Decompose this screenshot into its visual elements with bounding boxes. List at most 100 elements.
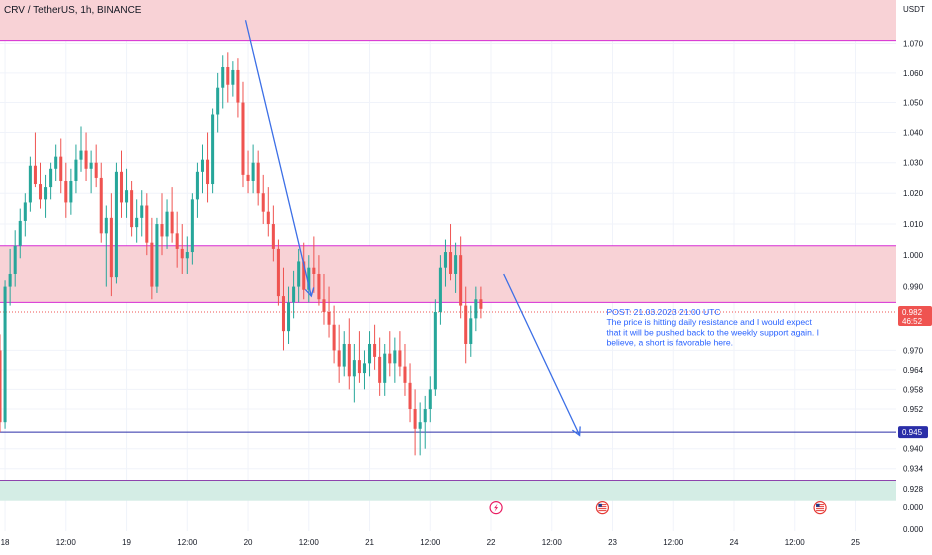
candle-bearish[interactable] <box>388 331 392 377</box>
time-axis[interactable]: 18 12:00 19 12:00 20 12:00 21 12:00 22 12:00 23 12:… <box>1 538 861 547</box>
candle-bullish[interactable] <box>474 286 478 332</box>
candle-bullish[interactable] <box>135 199 139 243</box>
candle-bullish[interactable] <box>307 255 311 303</box>
price-axis[interactable]: 1.070 1.060 1.050 1.040 1.030 1.020 1.010 1.000… <box>898 40 932 534</box>
candle-bullish[interactable] <box>69 168 73 215</box>
candle-bearish[interactable] <box>322 273 326 325</box>
candle-bearish[interactable] <box>302 242 306 300</box>
candle-bullish[interactable] <box>74 144 78 194</box>
candle-bearish[interactable] <box>145 193 149 256</box>
candle-bearish[interactable] <box>59 138 63 194</box>
lightning-icon[interactable] <box>489 501 503 515</box>
candle-bearish[interactable] <box>312 236 316 293</box>
candle-bullish[interactable] <box>18 208 22 259</box>
candle-bearish[interactable] <box>271 205 275 262</box>
candle-bearish[interactable] <box>64 162 68 218</box>
candle-bearish[interactable] <box>109 193 113 297</box>
candle-bearish[interactable] <box>175 211 179 268</box>
candle-bearish[interactable] <box>413 389 417 456</box>
candle-bullish[interactable] <box>393 337 397 383</box>
candle-bearish[interactable] <box>281 267 285 351</box>
candles[interactable] <box>0 52 483 456</box>
candle-bearish[interactable] <box>130 180 134 237</box>
candle-bullish[interactable] <box>221 55 225 109</box>
candle-bearish[interactable] <box>84 132 88 181</box>
candle-bullish[interactable] <box>195 162 199 218</box>
candle-bearish[interactable] <box>241 81 245 188</box>
candle-bearish[interactable] <box>317 255 321 306</box>
candle-bullish[interactable] <box>443 239 447 287</box>
candle-bearish[interactable] <box>449 224 453 281</box>
candle-bullish[interactable] <box>185 236 189 274</box>
candle-bullish[interactable] <box>3 280 7 429</box>
candle-bearish[interactable] <box>327 286 331 338</box>
candle-bearish[interactable] <box>357 331 361 383</box>
candle-bearish[interactable] <box>261 174 265 225</box>
candle-bearish[interactable] <box>180 224 184 274</box>
candle-bullish[interactable] <box>104 205 108 287</box>
candle-bullish[interactable] <box>211 108 215 194</box>
candle-bullish[interactable] <box>438 255 442 325</box>
support-price-badge[interactable]: 0.945 <box>898 426 928 439</box>
candle-bearish[interactable] <box>236 58 240 118</box>
candle-bearish[interactable] <box>403 343 407 396</box>
candle-bullish[interactable] <box>140 190 144 237</box>
candle-bearish[interactable] <box>459 236 463 319</box>
candle-bearish[interactable] <box>150 217 154 300</box>
candle-bearish[interactable] <box>256 150 260 206</box>
candle-bearish[interactable] <box>337 324 341 383</box>
candle-bearish[interactable] <box>266 187 270 237</box>
candle-bullish[interactable] <box>469 305 473 357</box>
candle-bullish[interactable] <box>89 150 93 194</box>
candle-bearish[interactable] <box>378 337 382 396</box>
candle-bullish[interactable] <box>231 61 235 97</box>
candle-bullish[interactable] <box>44 174 48 218</box>
candle-bullish[interactable] <box>190 193 194 265</box>
candle-bullish[interactable] <box>428 376 432 423</box>
candle-bullish[interactable] <box>362 350 366 390</box>
candle-bullish[interactable] <box>342 331 346 377</box>
candle-bullish[interactable] <box>454 242 458 293</box>
candle-bearish[interactable] <box>38 162 43 209</box>
candle-bullish[interactable] <box>23 193 27 237</box>
drawings[interactable]: POST: 21.03.2023 21:00 UTC The price is h… <box>244 20 827 515</box>
candle-bearish[interactable] <box>226 52 230 103</box>
candle-bearish[interactable] <box>33 132 37 188</box>
candle-bullish[interactable] <box>114 162 118 284</box>
candle-bullish[interactable] <box>251 144 255 194</box>
candle-bullish[interactable] <box>433 299 437 396</box>
candle-bearish[interactable] <box>170 187 174 243</box>
candle-bullish[interactable] <box>418 402 422 456</box>
candle-bearish[interactable] <box>99 162 103 243</box>
trend-arrow-1[interactable] <box>244 20 315 298</box>
candle-bearish[interactable] <box>373 324 377 370</box>
candle-bearish[interactable] <box>119 150 124 218</box>
candle-bearish[interactable] <box>206 132 210 203</box>
candle-bearish[interactable] <box>332 305 336 364</box>
candle-bullish[interactable] <box>383 343 387 396</box>
candle-bullish[interactable] <box>28 156 32 212</box>
candle-bullish[interactable] <box>352 343 356 403</box>
candle-bearish[interactable] <box>276 239 280 306</box>
candle-bullish[interactable] <box>297 248 301 303</box>
candle-bullish[interactable] <box>13 230 17 287</box>
candle-bullish[interactable] <box>49 162 53 200</box>
candle-bullish[interactable] <box>79 126 83 172</box>
candle-bullish[interactable] <box>368 331 372 377</box>
candle-bearish[interactable] <box>160 193 164 256</box>
candle-bullish[interactable] <box>54 144 58 181</box>
candle-bearish[interactable] <box>246 150 250 194</box>
candle-bullish[interactable] <box>216 72 220 133</box>
candle-bearish[interactable] <box>347 318 351 390</box>
us-flag-icon[interactable] <box>813 501 827 515</box>
candle-bullish[interactable] <box>287 286 291 344</box>
candle-bearish[interactable] <box>398 331 402 377</box>
candle-bullish[interactable] <box>8 248 12 306</box>
candle-bullish[interactable] <box>423 395 427 449</box>
candle-bullish[interactable] <box>165 199 169 249</box>
candle-bearish[interactable] <box>0 334 2 433</box>
candle-bearish[interactable] <box>479 286 483 319</box>
candle-bearish[interactable] <box>94 144 98 188</box>
